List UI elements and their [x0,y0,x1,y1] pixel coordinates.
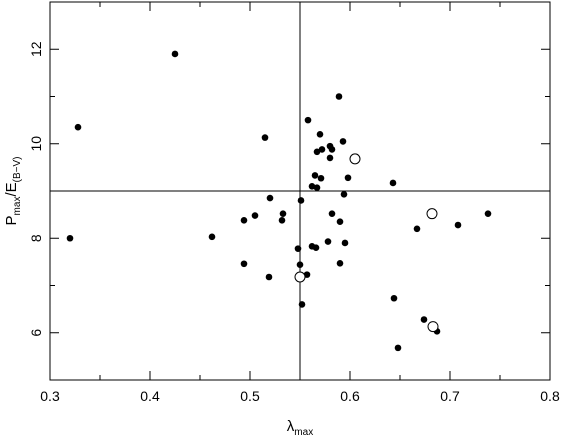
filled-point [413,225,421,233]
y-axis-part-4: (B−V) [12,157,23,183]
tick-labels: 0.3 0.4 0.5 0.6 0.7 0.8 6 8 10 12 [28,41,560,404]
x-tick-label: 0.3 [40,388,60,404]
filled-point [208,233,216,241]
reference-lines [50,2,550,380]
filled-point [328,146,336,153]
filled-point [324,238,332,245]
x-axis-title: λmax [287,418,313,438]
filled-point [340,191,348,198]
y-tick-label: 12 [28,41,44,57]
data-points [66,50,492,352]
filled-point [304,116,312,124]
x-tick-label: 0.7 [440,388,460,404]
filled-point [328,210,336,217]
filled-point [261,134,269,141]
filled-point [317,174,325,182]
filled-point [394,344,402,352]
open-point [427,321,439,333]
filled-point [279,210,287,217]
filled-point [240,260,248,268]
filled-point [74,123,82,131]
filled-point [313,148,321,156]
x-tick-label: 0.8 [540,388,560,404]
filled-point [308,182,316,190]
x-tick-label: 0.6 [340,388,360,404]
y-axis-part-2: max [12,197,23,216]
filled-point [484,210,492,217]
filled-point [335,93,343,100]
filled-point [313,184,321,191]
filled-point [316,131,324,138]
filled-point [296,261,304,269]
filled-point [454,221,462,229]
open-point [294,271,306,283]
y-tick-label: 6 [28,329,44,337]
filled-point [318,146,326,153]
y-axis-title: Pmax/E(B−V) [3,157,23,226]
y-tick-label: 10 [28,136,44,152]
filled-point [339,138,347,145]
filled-point [311,172,319,179]
y-axis-part-3: /E [3,182,20,196]
filled-point [336,259,344,267]
x-axis-subscript: max [294,427,313,438]
filled-point [389,179,397,187]
filled-point [66,234,74,242]
filled-point [420,316,428,323]
filled-point [278,216,286,224]
x-tick-label: 0.5 [240,388,260,404]
y-axis-part-1: P [3,215,20,225]
filled-point [390,294,398,302]
filled-point [336,218,344,226]
filled-point [326,154,334,162]
y-tick-label: 8 [28,234,44,242]
filled-point [171,50,179,58]
filled-point [240,216,248,224]
open-point [349,153,361,165]
x-tick-label: 0.4 [140,388,160,404]
filled-point [265,273,273,281]
filled-point [298,301,306,308]
filled-point [312,244,320,251]
open-point [426,208,438,220]
filled-point [294,245,302,252]
filled-point [341,239,349,247]
filled-point [266,194,274,202]
filled-point [251,212,259,219]
filled-point [344,174,352,182]
filled-point [297,197,305,204]
x-axis-symbol: λ [287,418,295,435]
